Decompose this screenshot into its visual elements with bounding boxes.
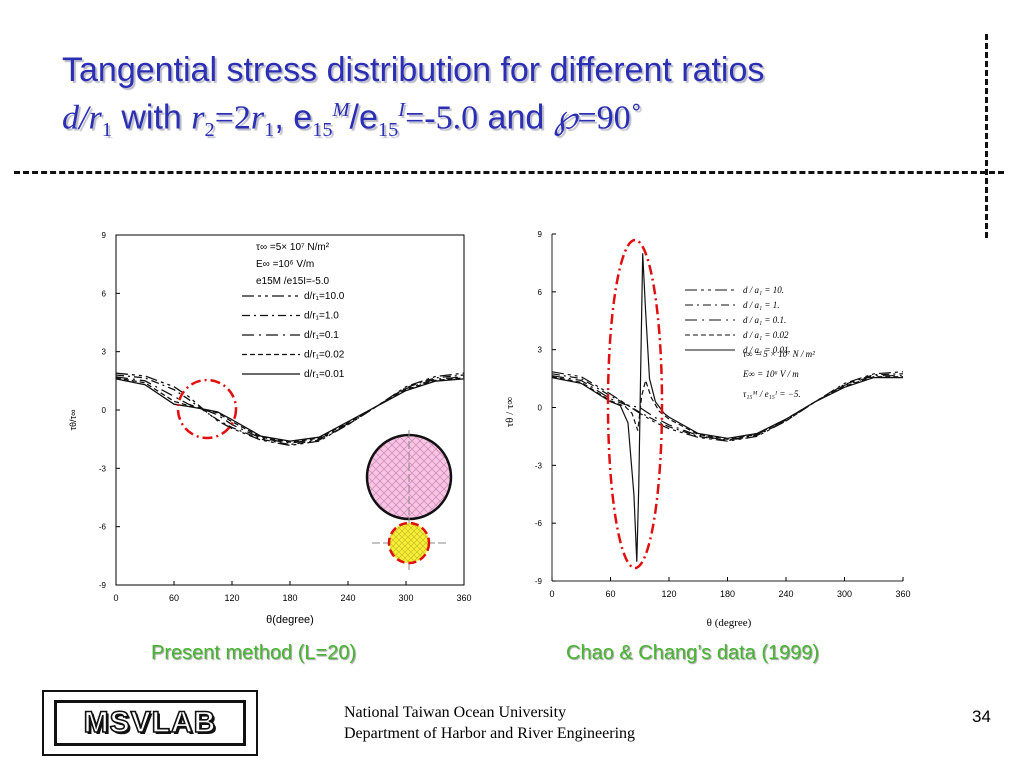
series-line-1 xyxy=(551,371,904,442)
y-tick-label: -6 xyxy=(535,519,543,528)
x-tick-label: 60 xyxy=(605,589,615,599)
right-chart-x-label: θ (degree) xyxy=(707,617,752,629)
series-line-4 xyxy=(551,376,903,440)
horizontal-divider xyxy=(14,171,1004,174)
right-legend-label-4: d / a₁ = 0.02 xyxy=(743,330,789,340)
left-legend-param-2: E∞ =10⁶ V/m xyxy=(256,259,314,270)
right-highlight-ellipse xyxy=(606,238,664,570)
logo-text: MSVLAB xyxy=(54,700,246,746)
y-tick-label: -9 xyxy=(535,577,543,586)
right-legend-label-3: d / a₁ = 0.1. xyxy=(743,315,786,325)
msvlab-logo: MSVLAB xyxy=(42,690,258,756)
right-legend-param-3: τ₁₅ᴹ / e₁₅ᴵ = −5. xyxy=(743,389,801,399)
left-chart-x-label: θ(degree) xyxy=(266,614,314,626)
series-line-2 xyxy=(115,374,465,446)
left-legend: d/r₁=10.0 d/r₁=1.0 d/r₁=0.1 d/r₁=0.02 d/r₁=0… xyxy=(242,291,345,380)
y-tick-label: -9 xyxy=(99,581,107,590)
x-tick-label: 300 xyxy=(398,593,413,603)
right-legend-label-5: d / a₁ = 0.01 xyxy=(743,345,788,355)
right-chart-series xyxy=(551,253,904,562)
y-tick-label: 9 xyxy=(538,230,543,239)
right-legend-label-1: d / a₁ = 10. xyxy=(743,285,784,295)
right-chart-axes: 0 60 120 180 240 300 360 -9 -6 -3 0 3 6 9 xyxy=(535,230,911,599)
series-line-5 xyxy=(115,378,465,442)
x-tick-label: 180 xyxy=(282,593,297,603)
y-tick-label: 0 xyxy=(102,406,107,415)
y-tick-label: 6 xyxy=(102,289,107,298)
x-tick-label: 360 xyxy=(456,593,471,603)
small-inclusion-circle xyxy=(387,521,431,565)
x-tick-label: 0 xyxy=(113,593,118,603)
y-tick-label: 9 xyxy=(102,231,107,240)
footer-department: Department of Harbor and River Engineeri… xyxy=(344,725,636,742)
series-line-1 xyxy=(115,372,465,447)
series-line-2 xyxy=(551,373,904,442)
y-tick-label: -3 xyxy=(99,464,107,473)
slide-title: Tangential stress distribution for diffe… xyxy=(62,50,962,150)
left-chart-y-label: τθ/τ∞ xyxy=(68,409,78,430)
caption-right: Chao & Chang’s data (1999) xyxy=(566,642,820,664)
x-tick-label: 180 xyxy=(720,589,735,599)
y-tick-label: -6 xyxy=(99,523,107,532)
left-legend-param-1: τ∞ =5× 10⁷ N/m² xyxy=(256,242,330,253)
left-legend-param-3: e15M /e15I=-5.0 xyxy=(256,276,330,287)
series-line-5 xyxy=(551,253,903,562)
page-number: 34 xyxy=(972,707,991,726)
left-legend-label-5: d/r₁=0.01 xyxy=(304,369,345,380)
left-legend-label-4: d/r₁=0.02 xyxy=(304,350,345,361)
footer: National Taiwan Ocean University Departm… xyxy=(344,702,635,744)
x-tick-label: 360 xyxy=(895,589,910,599)
x-tick-label: 60 xyxy=(169,593,179,603)
title-line-2: d/r1 with r2=2r1, e15M/e15I=-5.0 and ℘=9… xyxy=(62,98,642,142)
x-tick-label: 240 xyxy=(340,593,355,603)
y-tick-label: 3 xyxy=(102,348,107,357)
left-chart-axes: 0 60 120 180 240 300 360 -9 -6 -3 0 3 6 9 xyxy=(99,231,472,603)
y-tick-label: 3 xyxy=(538,346,543,355)
y-tick-label: 6 xyxy=(538,288,543,297)
caption-left: Present method (L=20) xyxy=(151,642,357,664)
left-legend-label-2: d/r₁=1.0 xyxy=(304,311,339,322)
right-legend: d / a₁ = 10. d / a₁ = 1. d / a₁ = 0.1. d / … xyxy=(685,285,789,355)
x-tick-label: 300 xyxy=(837,589,852,599)
y-tick-label: 0 xyxy=(538,404,543,413)
y-tick-label: -3 xyxy=(535,461,543,470)
right-legend-param-1: τ∞ = 5 × 10⁷ N / m² xyxy=(743,349,815,359)
right-chart-y-label: τθ / τ∞ xyxy=(505,397,516,428)
right-legend-param-2: E∞ = 10⁶ V / m xyxy=(742,369,799,379)
x-tick-label: 120 xyxy=(661,589,676,599)
left-legend-label-3: d/r₁=0.1 xyxy=(304,330,339,341)
footer-university: National Taiwan Ocean University xyxy=(344,704,567,721)
x-tick-label: 120 xyxy=(224,593,239,603)
x-tick-label: 0 xyxy=(549,589,554,599)
left-legend-label-1: d/r₁=10.0 xyxy=(304,291,345,302)
left-highlight-circle xyxy=(176,378,238,440)
title-line-1: Tangential stress distribution for diffe… xyxy=(62,51,765,89)
x-tick-label: 240 xyxy=(778,589,793,599)
vertical-divider xyxy=(985,34,988,238)
right-legend-label-2: d / a₁ = 1. xyxy=(743,300,779,310)
left-chart: 0 60 120 180 240 300 360 -9 -6 -3 0 3 6 9 θ(degree) τ… xyxy=(68,231,472,626)
